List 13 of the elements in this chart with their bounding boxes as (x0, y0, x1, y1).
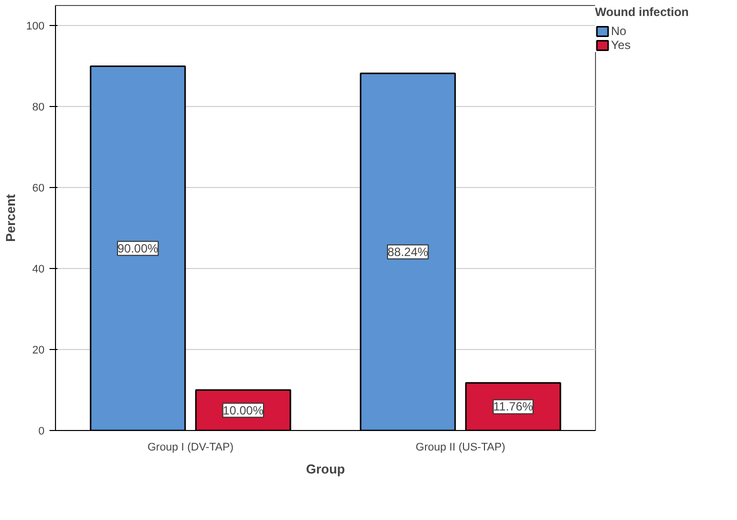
x-tick-label: Group I (DV-TAP) (148, 442, 234, 454)
x-tick-label: Group II (US-TAP) (416, 442, 506, 454)
x-axis-title: Group (306, 462, 346, 476)
y-tick-label: 40 (32, 264, 45, 276)
y-tick-label: 0 (38, 426, 45, 438)
y-tick-label: 80 (32, 102, 45, 114)
legend-label: Yes (611, 38, 631, 52)
legend-label: No (611, 24, 628, 38)
y-tick-label: 100 (26, 20, 45, 33)
y-axis-title: Percent (3, 193, 18, 242)
legend-title: Wound infection (595, 5, 689, 19)
y-tick-label: 20 (32, 344, 45, 357)
y-tick-label: 60 (32, 182, 45, 195)
